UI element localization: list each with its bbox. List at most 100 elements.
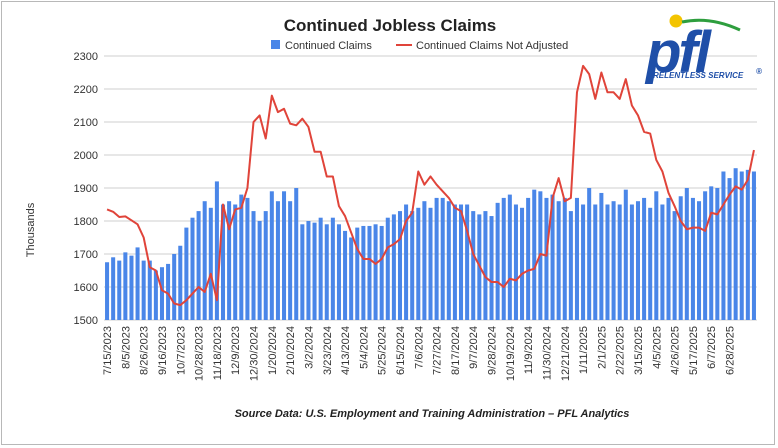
y-tick-label: 2300 bbox=[74, 51, 98, 63]
bar bbox=[697, 201, 702, 320]
bar bbox=[611, 201, 616, 320]
bar bbox=[703, 191, 708, 320]
bar bbox=[544, 197, 549, 320]
bar bbox=[465, 204, 470, 320]
pfl-logo: pfl RELENTLESS SERVICE ® bbox=[644, 14, 762, 85]
bar bbox=[294, 188, 299, 320]
bar bbox=[220, 204, 226, 320]
bar bbox=[330, 217, 335, 320]
bar bbox=[269, 191, 274, 320]
bar bbox=[599, 192, 604, 320]
bar bbox=[635, 201, 641, 320]
bar bbox=[672, 211, 677, 320]
bar bbox=[275, 201, 280, 320]
bar bbox=[153, 270, 158, 320]
chart-title: Continued Jobless Claims bbox=[284, 16, 497, 35]
bar bbox=[208, 207, 213, 320]
bar bbox=[117, 260, 122, 320]
legend-label-bars: Continued Claims bbox=[285, 40, 372, 52]
bar bbox=[581, 204, 586, 320]
bar bbox=[507, 194, 512, 320]
bar bbox=[349, 237, 354, 320]
x-tick-label: 5/17/2025 bbox=[688, 326, 700, 375]
bar bbox=[629, 204, 634, 320]
bar bbox=[623, 189, 628, 320]
bar bbox=[727, 178, 732, 320]
x-tick-label: 10/28/2023 bbox=[194, 326, 206, 381]
bar bbox=[556, 201, 561, 320]
logo-tagline: RELENTLESS SERVICE bbox=[653, 71, 744, 80]
legend-label-line: Continued Claims Not Adjusted bbox=[416, 40, 568, 52]
x-tick-label: 1/11/2025 bbox=[578, 326, 590, 374]
x-tick-label: 9/28/2024 bbox=[487, 326, 499, 375]
bar bbox=[312, 222, 317, 320]
bar bbox=[105, 262, 110, 320]
bar bbox=[452, 204, 457, 320]
x-tick-label: 10/19/2024 bbox=[505, 326, 517, 381]
bar bbox=[178, 245, 183, 320]
bar bbox=[617, 204, 622, 320]
bar bbox=[660, 204, 665, 320]
y-tick-label: 1500 bbox=[74, 315, 98, 327]
bar bbox=[593, 204, 598, 320]
bar bbox=[343, 230, 348, 320]
y-tick-label: 2100 bbox=[74, 117, 98, 129]
legend: Continued Claims Continued Claims Not Ad… bbox=[271, 40, 568, 52]
legend-swatch-bars bbox=[271, 40, 280, 49]
logo-text: pfl bbox=[644, 20, 713, 85]
x-tick-label: 3/15/2025 bbox=[633, 326, 645, 375]
bar bbox=[123, 252, 128, 320]
bar bbox=[202, 201, 207, 320]
bar-series bbox=[105, 168, 756, 320]
y-axis-label: Thousands bbox=[25, 202, 37, 257]
x-tick-label: 6/15/2024 bbox=[395, 326, 407, 375]
x-tick-label: 11/18/2023 bbox=[212, 326, 224, 380]
bar bbox=[159, 267, 164, 320]
x-tick-label: 6/28/2025 bbox=[725, 326, 737, 375]
x-tick-label: 12/9/2023 bbox=[230, 326, 242, 375]
x-tick-label: 2/10/2024 bbox=[285, 326, 297, 375]
bar bbox=[471, 211, 476, 320]
bar bbox=[721, 171, 726, 320]
x-tick-label: 6/7/2025 bbox=[706, 326, 718, 369]
y-tick-label: 1600 bbox=[74, 282, 98, 294]
x-tick-label: 10/7/2023 bbox=[175, 326, 187, 375]
line-series bbox=[106, 64, 755, 307]
bar bbox=[373, 224, 378, 320]
x-tick-label: 7/15/2023 bbox=[102, 326, 114, 375]
bar bbox=[459, 204, 464, 320]
bar bbox=[391, 214, 396, 320]
bar bbox=[587, 188, 592, 320]
bar bbox=[245, 197, 250, 320]
line-path bbox=[106, 64, 755, 307]
gridlines bbox=[104, 55, 757, 321]
x-tick-label: 12/21/2024 bbox=[560, 326, 572, 381]
x-tick-label: 8/17/2024 bbox=[450, 326, 462, 375]
bar bbox=[227, 201, 232, 320]
bar bbox=[678, 196, 683, 320]
bar bbox=[751, 171, 756, 320]
x-tick-label: 3/23/2024 bbox=[322, 326, 334, 375]
bar bbox=[440, 197, 445, 320]
bar bbox=[257, 221, 262, 320]
bar bbox=[288, 201, 293, 320]
bar bbox=[501, 197, 506, 320]
x-tick-label: 1/20/2024 bbox=[267, 326, 279, 375]
bar bbox=[214, 181, 219, 320]
y-tick-label: 1700 bbox=[74, 249, 98, 261]
y-tick-labels: 1500 1600 1700 1800 1900 2000 2100 2200 2300 bbox=[74, 51, 98, 327]
x-tick-label: 12/30/2024 bbox=[249, 326, 261, 381]
bar bbox=[715, 188, 720, 320]
bar bbox=[446, 201, 451, 320]
bar bbox=[184, 227, 189, 320]
x-tick-label: 9/16/2023 bbox=[157, 326, 169, 375]
bar bbox=[422, 201, 427, 320]
bar bbox=[526, 197, 531, 320]
x-tick-label: 3/2/2024 bbox=[303, 326, 315, 369]
x-tick-label: 7/27/2024 bbox=[432, 326, 444, 375]
bar bbox=[172, 254, 177, 320]
logo-registered-mark: ® bbox=[756, 67, 762, 76]
bar bbox=[379, 225, 384, 320]
bar bbox=[306, 221, 311, 320]
